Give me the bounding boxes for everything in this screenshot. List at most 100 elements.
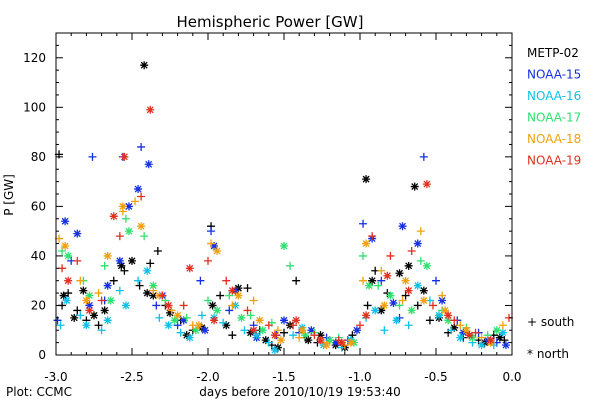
north-point bbox=[386, 291, 395, 300]
south-point bbox=[289, 331, 298, 340]
north-point bbox=[79, 286, 88, 295]
north-point bbox=[276, 336, 285, 345]
south-point bbox=[310, 331, 319, 340]
north-point bbox=[146, 105, 155, 114]
y-tick-label: 0 bbox=[38, 348, 46, 362]
south-point bbox=[264, 338, 273, 347]
north-point bbox=[395, 269, 404, 278]
south-point bbox=[243, 306, 252, 315]
south-point bbox=[471, 328, 480, 337]
south-point bbox=[286, 261, 295, 270]
south-point bbox=[438, 291, 447, 300]
north-point bbox=[255, 316, 264, 325]
legend-entry: NOAA-16 bbox=[527, 89, 581, 103]
north-point bbox=[346, 338, 355, 347]
south-point bbox=[176, 328, 185, 337]
south-point bbox=[264, 321, 273, 330]
north-point bbox=[115, 256, 124, 265]
south-point bbox=[398, 296, 407, 305]
north-point bbox=[170, 316, 179, 325]
north-point bbox=[362, 175, 371, 184]
north-point bbox=[280, 316, 288, 325]
north-point bbox=[128, 256, 136, 265]
north-point bbox=[419, 286, 428, 295]
south-point bbox=[219, 318, 228, 327]
north-point bbox=[456, 333, 465, 342]
south-point bbox=[450, 316, 459, 325]
south-point bbox=[359, 219, 368, 228]
north-point bbox=[270, 331, 279, 340]
y-tick-label: 80 bbox=[31, 150, 46, 164]
data-marks bbox=[53, 61, 513, 355]
north-point bbox=[143, 289, 152, 298]
north-point bbox=[213, 246, 222, 255]
north-point bbox=[228, 286, 237, 295]
south-point bbox=[368, 232, 377, 241]
south-point bbox=[204, 256, 212, 265]
south-point bbox=[131, 197, 140, 206]
north-point bbox=[444, 316, 453, 325]
north-point bbox=[144, 160, 153, 169]
north-point bbox=[210, 316, 219, 325]
y-tick-label: 20 bbox=[31, 298, 46, 312]
chart-title: Hemispheric Power [GW] bbox=[177, 13, 364, 31]
legend-entry: NOAA-15 bbox=[527, 68, 581, 82]
series-noaa-18 bbox=[55, 197, 507, 350]
north-point bbox=[270, 346, 279, 355]
south-point bbox=[380, 326, 389, 335]
north-point bbox=[85, 301, 94, 310]
south-point bbox=[416, 256, 425, 265]
south-point bbox=[386, 251, 395, 260]
x-tick-label: -2.5 bbox=[120, 370, 143, 384]
y-tick-label: 120 bbox=[23, 51, 46, 65]
north-point bbox=[120, 152, 129, 161]
north-point bbox=[82, 296, 91, 305]
south-point bbox=[94, 289, 103, 298]
north-point bbox=[234, 291, 243, 300]
south-point bbox=[419, 152, 428, 161]
north-point bbox=[164, 321, 173, 330]
south-point bbox=[88, 152, 97, 161]
south-point bbox=[280, 328, 288, 337]
north-point bbox=[422, 261, 431, 270]
north-point bbox=[486, 336, 495, 345]
north-point bbox=[465, 331, 474, 340]
y-tick-label: 60 bbox=[31, 199, 46, 213]
south-point bbox=[207, 227, 216, 236]
north-point bbox=[435, 311, 444, 320]
north-point bbox=[191, 326, 200, 335]
north-point bbox=[237, 313, 246, 322]
south-point bbox=[216, 291, 225, 300]
south-point bbox=[109, 276, 118, 285]
north-point bbox=[210, 242, 219, 251]
y-axis-label: P [GW] bbox=[2, 174, 16, 216]
south-point bbox=[498, 321, 507, 330]
south-point bbox=[149, 286, 158, 295]
south-point bbox=[416, 227, 425, 236]
south-point bbox=[135, 281, 144, 290]
north-point bbox=[498, 328, 507, 337]
north-point bbox=[85, 291, 94, 300]
north-point bbox=[140, 61, 149, 70]
series-noaa-19 bbox=[58, 105, 513, 347]
north-point bbox=[252, 331, 261, 340]
south-point bbox=[97, 326, 106, 335]
north-point bbox=[208, 301, 217, 310]
north-point bbox=[249, 326, 258, 335]
north-point bbox=[438, 296, 447, 305]
south-point bbox=[243, 284, 252, 293]
south-point bbox=[197, 311, 206, 320]
south-point bbox=[228, 301, 237, 310]
north-point bbox=[401, 276, 410, 285]
north-point bbox=[164, 301, 173, 310]
north-point bbox=[383, 271, 392, 280]
north-point bbox=[407, 306, 416, 315]
north-point bbox=[398, 222, 407, 231]
south-point bbox=[182, 313, 191, 322]
north-point bbox=[59, 291, 68, 300]
north-point bbox=[118, 202, 127, 211]
south-point bbox=[73, 256, 82, 265]
north-point bbox=[444, 311, 453, 320]
south-point bbox=[153, 246, 162, 255]
